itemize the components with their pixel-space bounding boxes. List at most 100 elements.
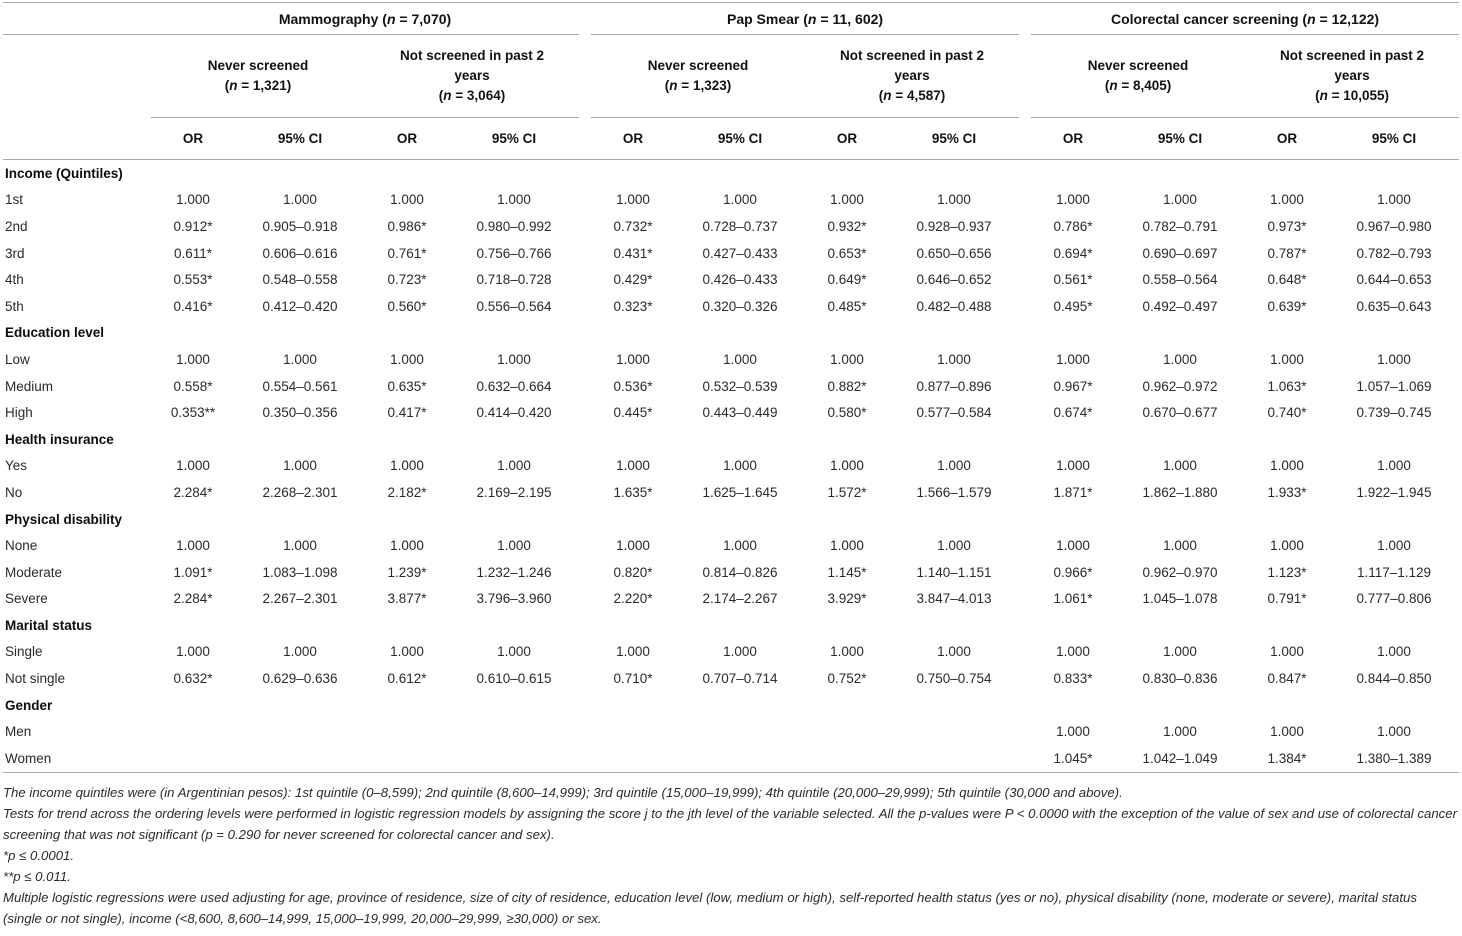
subgroup-n-value: 4,587 bbox=[906, 88, 941, 103]
group-gap bbox=[1019, 213, 1031, 240]
cell-value bbox=[591, 745, 676, 773]
section-filler bbox=[151, 612, 1459, 639]
cell-value: 2.284* bbox=[173, 484, 213, 500]
cell-value: 1.384* bbox=[1245, 745, 1330, 773]
section-label: Education level bbox=[5, 325, 105, 341]
cell-value: 1.000 bbox=[1056, 724, 1090, 740]
row-label: Women bbox=[3, 745, 151, 773]
group-gap bbox=[1019, 240, 1031, 267]
section-label: Health insurance bbox=[5, 431, 114, 447]
cell-value: 1.922–1.945 bbox=[1356, 484, 1432, 500]
cell-value: 1.000 bbox=[1270, 644, 1304, 660]
section-row: Marital status bbox=[3, 612, 1459, 639]
section-row: Gender bbox=[3, 692, 1459, 719]
cell-value: 0.558* bbox=[173, 378, 213, 394]
cell-value bbox=[151, 718, 235, 745]
cell-value: 0.646–0.652 bbox=[916, 272, 992, 288]
table-row: Single 1.000 1.000 1.000 1.000 1.000 1.000 1.00… bbox=[3, 639, 1459, 666]
cell-value: 2.284* bbox=[173, 591, 213, 607]
cell-value: 0.830–0.836 bbox=[1142, 671, 1218, 687]
n-symbol: n bbox=[1319, 88, 1328, 103]
cell-value: 0.787* bbox=[1267, 245, 1307, 261]
footnotes: The income quintiles were (in Argentinia… bbox=[3, 782, 1459, 929]
group-gap bbox=[1019, 2, 1032, 35]
table-row: No 2.284* 2.268–2.301 2.182* 2.169–2.195 1.63… bbox=[3, 479, 1459, 506]
cell-value: 1.000 bbox=[176, 538, 210, 554]
cell-value: 1.063* bbox=[1267, 378, 1307, 394]
cell-value: 1.145* bbox=[827, 564, 867, 580]
cell-value: 1.000 bbox=[176, 192, 210, 208]
cell-value: 1.000 bbox=[723, 644, 757, 660]
cell-value: 1.000 bbox=[830, 192, 864, 208]
group-gap bbox=[1019, 293, 1031, 320]
row-label: Not single bbox=[5, 671, 66, 687]
cell-value: 1.000 bbox=[497, 644, 531, 660]
group-gap bbox=[1019, 745, 1032, 773]
cell-value: 1.000 bbox=[176, 458, 210, 474]
cell-value: 1.000 bbox=[830, 644, 864, 660]
cell-value: 1.000 bbox=[1377, 458, 1411, 474]
cell-value: 0.967–0.980 bbox=[1356, 218, 1432, 234]
n-symbol: n bbox=[229, 78, 238, 93]
cell-value: 0.932* bbox=[827, 218, 867, 234]
subgroup-n-value: 3,064 bbox=[466, 88, 501, 103]
cell-value: 1.239* bbox=[387, 564, 427, 580]
table-row: Yes 1.000 1.000 1.000 1.000 1.000 1.000 1.000 1.… bbox=[3, 453, 1459, 480]
cell-value: 1.000 bbox=[1270, 458, 1304, 474]
cell-value: 0.443–0.449 bbox=[702, 405, 778, 421]
stub-header bbox=[3, 117, 151, 160]
group-gap bbox=[579, 479, 591, 506]
cell-value: 0.718–0.728 bbox=[476, 272, 552, 288]
cell-value: 1.000 bbox=[1270, 538, 1304, 554]
cell-value: 0.648* bbox=[1267, 272, 1307, 288]
cell-value: 0.962–0.972 bbox=[1142, 378, 1218, 394]
stub-header bbox=[3, 2, 151, 35]
subgroup-n-value: 1,323 bbox=[692, 78, 727, 93]
measure-header-row: OR 95% CI OR 95% CI OR 95% CI OR 95% CI … bbox=[3, 117, 1460, 160]
cell-value: 0.928–0.937 bbox=[916, 218, 992, 234]
cell-value: 1.000 bbox=[1163, 458, 1197, 474]
cell-value: 0.820* bbox=[613, 564, 653, 580]
table-row: 1st 1.000 1.000 1.000 1.000 1.000 1.000 1.000 1.… bbox=[3, 187, 1459, 214]
cell-value: 0.561* bbox=[1053, 272, 1093, 288]
cell-value: 0.639* bbox=[1267, 298, 1307, 314]
subgroup-n-value: 1,321 bbox=[252, 78, 287, 93]
group-gap bbox=[579, 373, 591, 400]
group-gap bbox=[1019, 639, 1031, 666]
group-header-colorectal: Colorectal cancer screening (n = 12,122) bbox=[1031, 2, 1460, 35]
cell-value: 1.000 bbox=[1377, 644, 1411, 660]
cell-value: 0.980–0.992 bbox=[476, 218, 552, 234]
cell-value bbox=[235, 745, 365, 773]
cell-value: 0.612* bbox=[387, 671, 427, 687]
section-label: Income (Quintiles) bbox=[5, 165, 123, 181]
footnote-trend-tests: Tests for trend across the ordering leve… bbox=[3, 805, 1457, 842]
cell-value bbox=[805, 718, 889, 745]
cell-value: 0.740* bbox=[1267, 405, 1307, 421]
group-gap bbox=[579, 453, 591, 480]
section-filler bbox=[151, 320, 1459, 347]
cell-value: 0.482–0.488 bbox=[916, 298, 992, 314]
cell-value: 1.000 bbox=[176, 351, 210, 367]
cell-value: 0.650–0.656 bbox=[916, 245, 992, 261]
subgroup-header-not-screened: Not screened in past 2 years (n = 10,055) bbox=[1245, 34, 1460, 118]
group-gap bbox=[579, 532, 591, 559]
cell-value: 1.117–1.129 bbox=[1356, 564, 1432, 580]
section-row: Education level bbox=[3, 320, 1459, 347]
cell-value: 1.061* bbox=[1053, 591, 1093, 607]
subgroup-header-not-screened: Not screened in past 2 years (n = 3,064) bbox=[365, 34, 580, 118]
table-row: 4th 0.553* 0.548–0.558 0.723* 0.718–0.728 0.4… bbox=[3, 266, 1459, 293]
cell-value: 0.912* bbox=[173, 218, 213, 234]
cell-value: 0.350–0.356 bbox=[262, 405, 338, 421]
ci-header: 95% CI bbox=[675, 117, 806, 160]
cell-value: 1.000 bbox=[283, 192, 317, 208]
cell-value: 1.042–1.049 bbox=[1115, 745, 1246, 773]
cell-value: 0.732* bbox=[613, 218, 653, 234]
cell-value: 1.000 bbox=[1163, 351, 1197, 367]
cell-value: 0.649* bbox=[827, 272, 867, 288]
cell-value bbox=[591, 718, 675, 745]
n-symbol: n bbox=[386, 10, 396, 27]
group-label: Mammography bbox=[278, 10, 379, 27]
table-row: Medium 0.558* 0.554–0.561 0.635* 0.632–0.664… bbox=[3, 373, 1459, 400]
group-header-mammography: Mammography (n = 7,070) bbox=[151, 2, 580, 35]
cell-value: 2.268–2.301 bbox=[262, 484, 338, 500]
